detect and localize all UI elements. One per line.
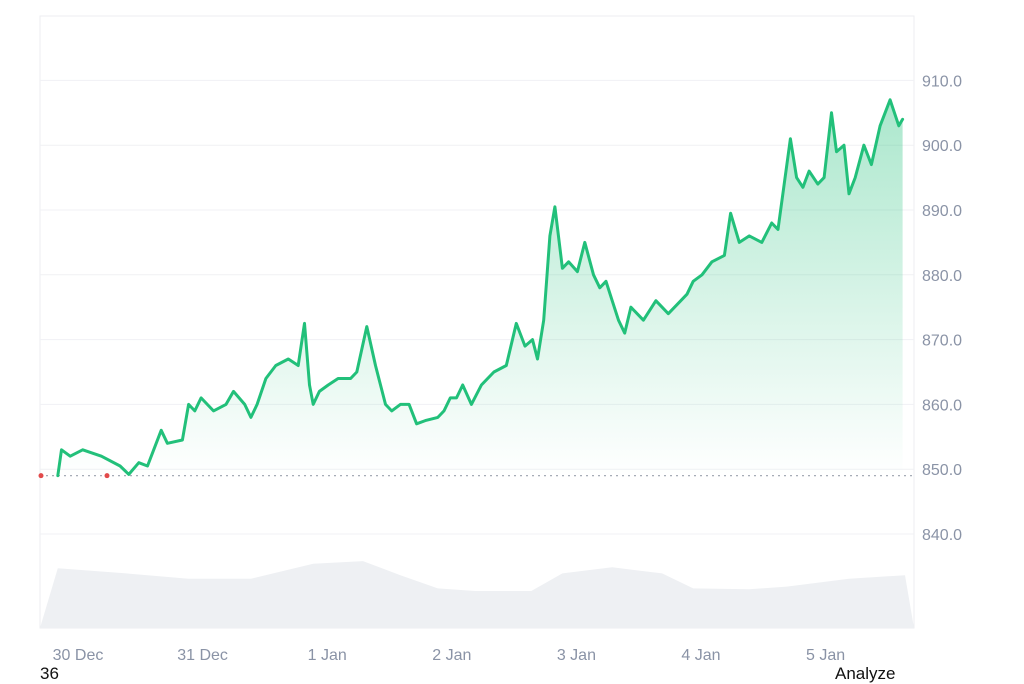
footer-left-text: 36	[40, 664, 59, 683]
analyze-link[interactable]: Analyze	[835, 664, 896, 683]
x-tick-label: 30 Dec	[53, 647, 104, 664]
y-tick-label: 840.0	[922, 527, 962, 544]
volume-shape	[40, 561, 914, 628]
price-area	[57, 99, 903, 476]
baseline-marker	[104, 473, 110, 479]
y-tick-label: 880.0	[922, 268, 962, 285]
volume-area	[40, 561, 914, 628]
y-tick-label: 860.0	[922, 397, 962, 414]
price-area-fill	[57, 99, 903, 476]
x-tick-label: 4 Jan	[681, 647, 720, 664]
baseline-marker	[38, 473, 44, 479]
x-tick-label: 5 Jan	[806, 647, 845, 664]
y-axis: 840.0 850.0 860.0 870.0 880.0 890.0 900.0 910.0	[922, 73, 962, 544]
y-tick-label: 890.0	[922, 203, 962, 220]
x-tick-label: 3 Jan	[557, 647, 596, 664]
x-tick-label: 31 Dec	[177, 647, 228, 664]
price-series-line	[38, 98, 905, 479]
x-tick-label: 2 Jan	[432, 647, 471, 664]
y-tick-label: 900.0	[922, 138, 962, 155]
x-axis: 30 Dec 31 Dec 1 Jan 2 Jan 3 Jan 4 Jan 5 Jan	[53, 647, 846, 664]
x-tick-label: 1 Jan	[308, 647, 347, 664]
y-tick-label: 870.0	[922, 333, 962, 350]
price-line	[56, 98, 905, 478]
y-tick-label: 910.0	[922, 73, 962, 90]
y-tick-label: 850.0	[922, 462, 962, 479]
